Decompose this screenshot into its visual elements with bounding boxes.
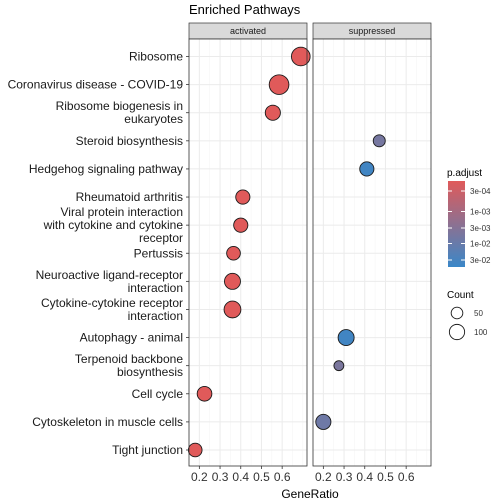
panel-activated: activated 0.2 0.3 0.4 0.5 0.6	[187, 22, 311, 484]
size-legend-label: 50	[474, 309, 483, 318]
y-tick-label: Cell cycle	[132, 387, 184, 401]
point-activated-1	[268, 74, 290, 95]
color-legend-label: 1e-02	[470, 240, 491, 249]
x-tick-label: 0.4	[232, 470, 249, 484]
y-tick-label: interaction	[128, 309, 183, 323]
x-tick-label: 0.5	[253, 470, 270, 484]
point-activated-7	[226, 245, 241, 261]
y-tick-label: interaction	[128, 281, 183, 295]
y-tick-label: Coronavirus disease - COVID-19	[8, 78, 184, 92]
color-legend-label: 3e-02	[470, 256, 491, 265]
x-tick-label: 0.6	[274, 470, 291, 484]
color-legend-title: p.adjust	[447, 168, 482, 179]
x-tick-label: 0.2	[191, 470, 208, 484]
point-suppressed-10	[337, 329, 355, 347]
panel-border	[188, 38, 308, 467]
point-activated-6	[233, 217, 249, 233]
point-activated-14	[187, 442, 203, 458]
y-tick-label: Cytokine-cytokine receptor	[41, 296, 183, 310]
point-activated-5	[235, 189, 251, 205]
chart-title: Enriched Pathways	[189, 2, 301, 17]
size-legend-title: Count	[447, 290, 474, 301]
panel-background	[313, 39, 431, 466]
x-tick-label: 0.6	[398, 470, 415, 484]
y-axis-labels: Ribosome Coronavirus disease - COVID-19 Ri…	[8, 50, 189, 457]
y-tick-label: receptor	[139, 231, 183, 245]
color-legend-bar	[448, 181, 465, 267]
point-activated-2	[264, 104, 281, 121]
x-tick-label: 0.5	[377, 470, 394, 484]
panel-background	[189, 39, 307, 466]
panel-border	[312, 38, 432, 467]
legend: p.adjust 3e-04 1e-03 3e-03 1e-02 3e-02 Count…	[447, 168, 491, 341]
y-tick-label: Rheumatoid arthritis	[76, 190, 183, 204]
point-activated-9	[223, 300, 242, 319]
point-activated-12	[196, 385, 213, 402]
y-tick-label: Steroid biosynthesis	[76, 134, 183, 148]
point-activated-0	[291, 46, 311, 67]
y-tick-label: with cytokine and cytokine	[43, 218, 184, 232]
y-tick-label: Cytoskeleton in muscle cells	[32, 415, 183, 429]
panel-suppressed: suppressed 0.2 0.3 0.4 0.5 0.6	[312, 22, 432, 484]
x-tick-label: 0.3	[212, 470, 229, 484]
y-tick-label: eukaryotes	[124, 112, 183, 126]
y-tick-label: Terpenoid backbone	[75, 352, 183, 366]
x-tick-label: 0.4	[356, 470, 373, 484]
y-tick-label: biosynthesis	[117, 365, 183, 379]
point-suppressed-3	[372, 134, 386, 148]
point-suppressed-11	[333, 360, 345, 372]
color-legend-label: 3e-03	[470, 224, 491, 233]
y-tick-label: Neuroactive ligand-receptor	[36, 268, 183, 282]
point-suppressed-4	[359, 161, 375, 177]
color-legend-label: 3e-04	[470, 187, 491, 196]
x-tick-label: 0.3	[336, 470, 353, 484]
strip-label-activated: activated	[230, 26, 266, 36]
y-tick-label: Tight junction	[112, 443, 183, 457]
y-tick-label: Autophagy - animal	[80, 331, 183, 345]
y-tick-label: Pertussis	[134, 246, 183, 260]
x-tick-label: 0.2	[315, 470, 332, 484]
size-legend-circle	[448, 323, 466, 341]
strip-label-suppressed: suppressed	[349, 26, 396, 36]
size-legend-label: 100	[474, 328, 488, 337]
y-tick-label: Viral protein interaction	[60, 205, 183, 219]
y-tick-label: Ribosome	[129, 50, 183, 64]
size-legend-circle	[450, 306, 464, 320]
point-activated-8	[224, 272, 241, 290]
x-axis-title: GeneRatio	[281, 487, 339, 501]
color-legend-label: 1e-03	[470, 208, 491, 217]
y-tick-label: Hedgehog signaling pathway	[29, 162, 183, 176]
y-tick-label: Ribosome biogenesis in	[56, 99, 183, 113]
point-suppressed-13	[315, 413, 332, 430]
